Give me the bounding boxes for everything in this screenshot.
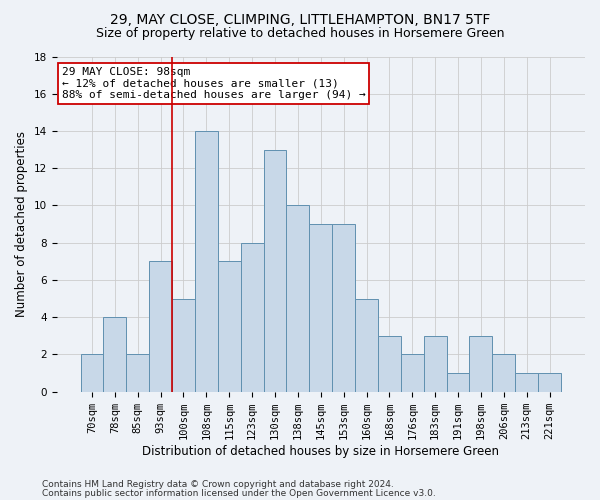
Y-axis label: Number of detached properties: Number of detached properties [15, 131, 28, 317]
Bar [218, 262, 241, 392]
Bar [469, 336, 493, 392]
Text: Contains HM Land Registry data © Crown copyright and database right 2024.: Contains HM Land Registry data © Crown c… [42, 480, 394, 489]
Bar [332, 224, 355, 392]
Bar [195, 131, 218, 392]
Bar [310, 224, 332, 392]
Bar [80, 354, 103, 392]
Bar [401, 354, 424, 392]
Bar [149, 262, 172, 392]
Bar [424, 336, 446, 392]
Bar [103, 317, 127, 392]
Bar [355, 298, 378, 392]
Text: Contains public sector information licensed under the Open Government Licence v3: Contains public sector information licen… [42, 488, 436, 498]
Bar [172, 298, 195, 392]
Text: 29 MAY CLOSE: 98sqm
← 12% of detached houses are smaller (13)
88% of semi-detach: 29 MAY CLOSE: 98sqm ← 12% of detached ho… [62, 66, 365, 100]
Bar [263, 150, 286, 392]
Bar [378, 336, 401, 392]
Bar [493, 354, 515, 392]
Bar [241, 242, 263, 392]
Bar [515, 373, 538, 392]
Bar [538, 373, 561, 392]
Text: Size of property relative to detached houses in Horsemere Green: Size of property relative to detached ho… [96, 28, 504, 40]
Bar [446, 373, 469, 392]
X-axis label: Distribution of detached houses by size in Horsemere Green: Distribution of detached houses by size … [142, 444, 499, 458]
Bar [286, 206, 310, 392]
Text: 29, MAY CLOSE, CLIMPING, LITTLEHAMPTON, BN17 5TF: 29, MAY CLOSE, CLIMPING, LITTLEHAMPTON, … [110, 12, 490, 26]
Bar [127, 354, 149, 392]
